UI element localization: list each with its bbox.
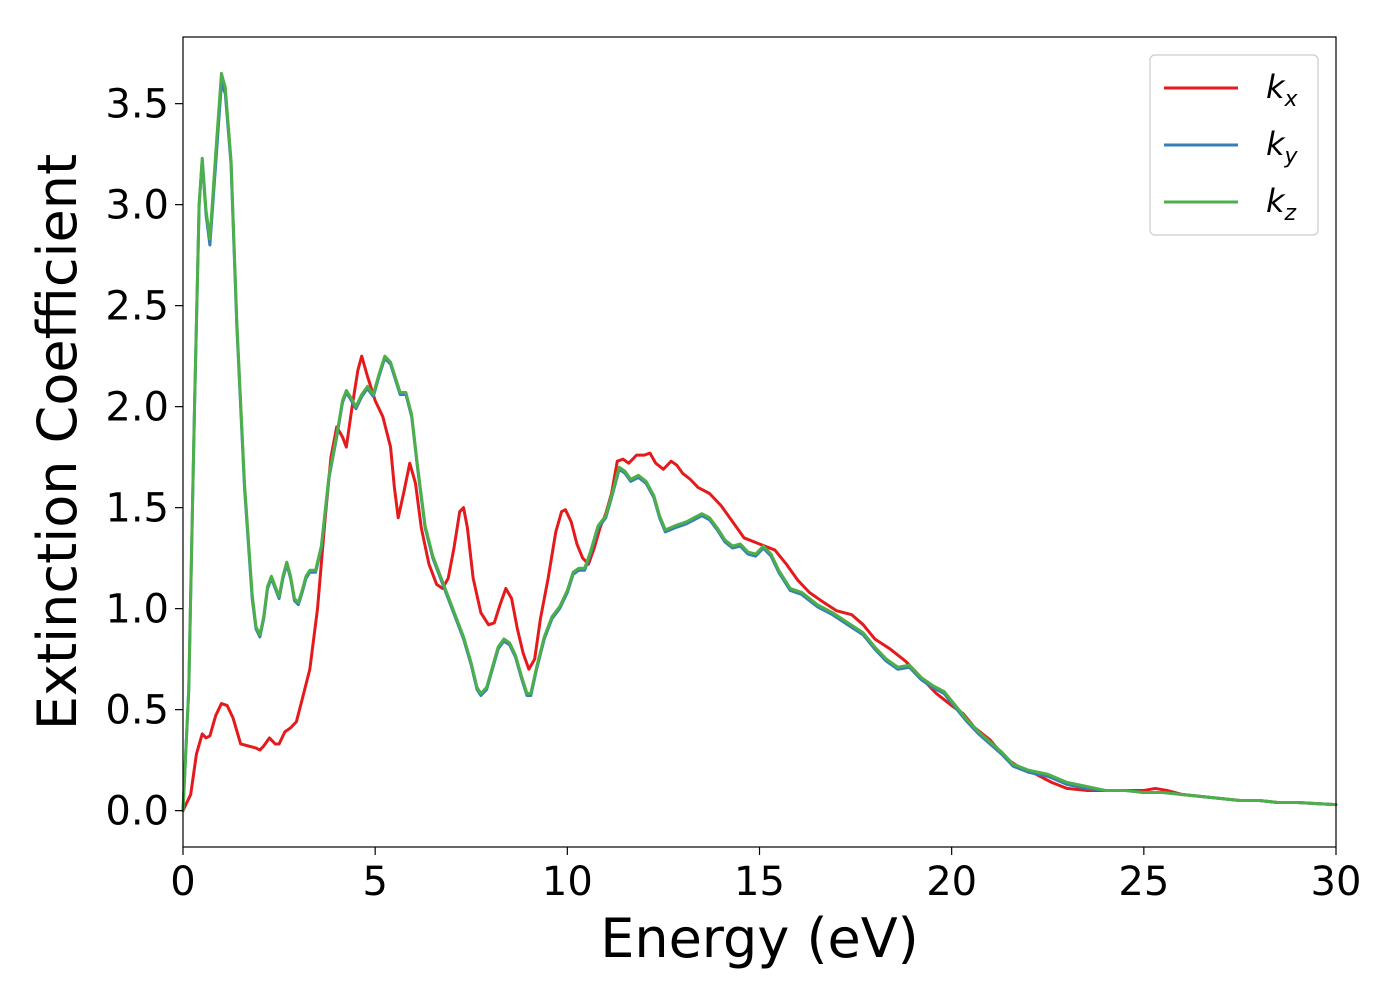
legend-label-subscript: y <box>1284 144 1299 169</box>
y-tick-label: 2.0 <box>105 385 169 431</box>
y-tick-label: 0.0 <box>105 789 169 835</box>
x-tick-label: 0 <box>170 859 195 905</box>
x-tick-label: 20 <box>926 859 977 905</box>
series-line-kz <box>181 71 1338 813</box>
legend-label-subscript: z <box>1284 201 1297 226</box>
x-tick-label: 5 <box>362 859 387 905</box>
legend-label-ky: ky <box>1266 125 1299 169</box>
y-axis: 0.0 0.5 1.0 1.5 2.0 2.5 3.0 3.5 <box>105 82 183 835</box>
legend-label-kz: kz <box>1266 182 1297 226</box>
series-line-kx <box>181 354 1338 813</box>
y-axis-title: Extinction Coefficient <box>26 154 89 730</box>
series-lines-layer <box>181 71 1338 813</box>
legend-label-base: k <box>1266 125 1286 163</box>
y-tick-label: 3.0 <box>105 183 169 229</box>
x-tick-label: 25 <box>1118 859 1169 905</box>
y-tick-label: 3.5 <box>105 82 169 128</box>
y-tick-label: 1.5 <box>105 486 169 532</box>
y-tick-label: 0.5 <box>105 688 169 734</box>
legend-label-base: k <box>1266 182 1286 220</box>
x-tick-label: 10 <box>542 859 593 905</box>
x-tick-label: 30 <box>1311 859 1362 905</box>
legend-label-kx: kx <box>1266 68 1299 112</box>
x-tick-label: 15 <box>734 859 785 905</box>
y-tick-label: 2.5 <box>105 284 169 330</box>
x-axis-title: Energy (eV) <box>600 907 919 970</box>
legend-label-base: k <box>1266 68 1286 106</box>
y-tick-label: 1.0 <box>105 587 169 633</box>
legend-label-subscript: x <box>1284 87 1299 112</box>
x-axis: 0 5 10 15 20 25 30 <box>170 847 1361 905</box>
